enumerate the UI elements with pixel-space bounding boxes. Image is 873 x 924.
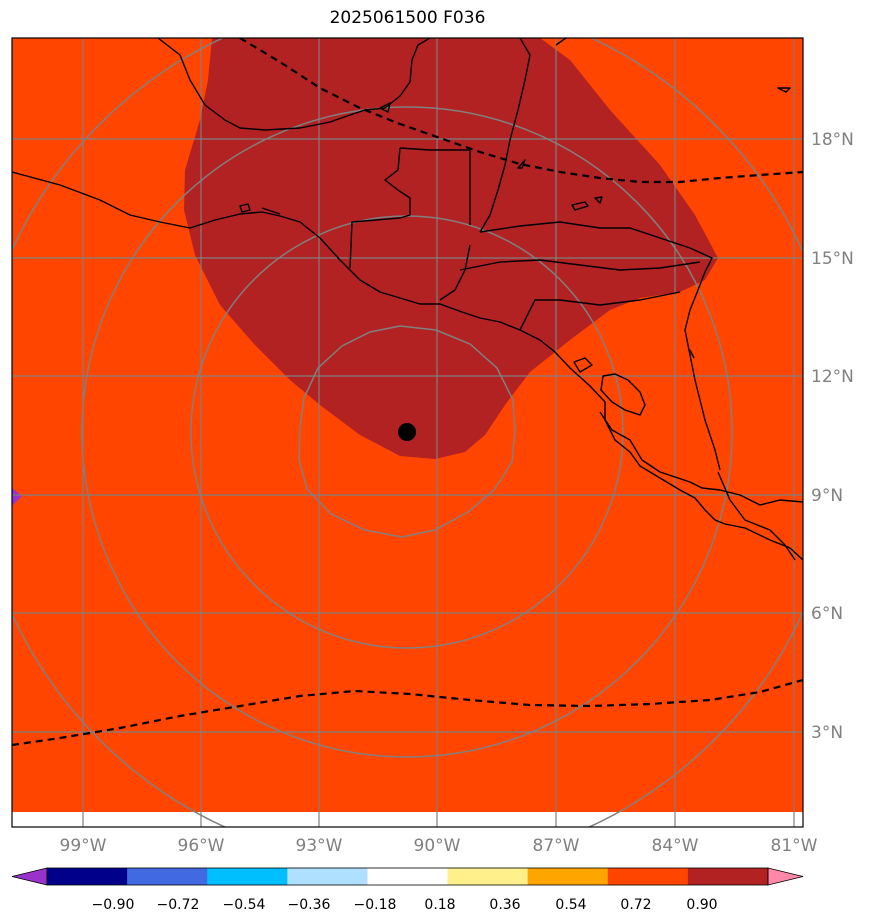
colorbar-tick-label: −0.18	[354, 897, 397, 913]
range-ring-3	[81, 106, 733, 758]
colorbar-segment	[687, 868, 769, 885]
colorbar-segment	[127, 868, 208, 885]
colorbar-extend-high	[767, 867, 804, 886]
lat-label: 3°N	[811, 723, 843, 743]
colorbar-tick-label: −0.36	[288, 897, 331, 913]
lat-label: 6°N	[811, 604, 843, 624]
colorbar-segment	[527, 868, 609, 885]
range-ring-inner	[298, 325, 516, 538]
longitude-labels: 99°W 96°W 93°W 90°W 87°W 84°W 81°W	[60, 836, 818, 856]
storm-center-marker	[398, 423, 416, 441]
map-title: 2025061500 F036	[329, 8, 486, 28]
lat-label: 15°N	[811, 249, 854, 269]
colorbar-segment	[207, 868, 288, 885]
lon-label: 96°W	[178, 836, 225, 856]
colorbar-segment	[47, 868, 128, 885]
latitude-labels: 18°N 15°N 12°N 9°N 6°N 3°N	[811, 130, 854, 743]
lat-label: 12°N	[811, 367, 854, 387]
high-value-region	[184, 38, 718, 459]
colorbar-tick-label: −0.72	[157, 897, 200, 913]
map-frame	[11, 37, 804, 828]
lat-label: 9°N	[811, 486, 843, 506]
colorbar-tick-label: 0.72	[620, 897, 651, 913]
lon-label: 81°W	[771, 836, 818, 856]
colorbar-tick-label: 0.36	[489, 897, 520, 913]
contour-north	[239, 38, 803, 184]
colorbar-tick-label: −0.54	[223, 897, 266, 913]
lat-label: 18°N	[811, 130, 854, 150]
colorbar-segment	[607, 868, 689, 885]
lon-label: 99°W	[60, 836, 107, 856]
lon-label: 93°W	[296, 836, 343, 856]
colorbar-segment	[447, 868, 529, 885]
colorbar-tick-label: −0.90	[92, 897, 135, 913]
lon-label: 87°W	[533, 836, 580, 856]
coastlines	[12, 38, 803, 561]
graticule	[12, 38, 803, 827]
lon-label: 84°W	[652, 836, 699, 856]
colorbar-tick-label: 0.54	[555, 897, 586, 913]
colorbar-extend-low	[11, 867, 48, 886]
low-value-nub	[12, 488, 22, 506]
colorbar-tick-label: 0.90	[686, 897, 717, 913]
colorbar-tick-label: 0.18	[424, 897, 455, 913]
colorbar-labels: −0.90 −0.72 −0.54 −0.36 −0.18 0.18 0.36 …	[92, 897, 718, 913]
dashed-contours	[12, 38, 803, 747]
lon-label: 90°W	[414, 836, 461, 856]
map-nodata-strip	[12, 812, 803, 827]
colorbar-frame	[46, 867, 769, 886]
colorbar-segment	[287, 868, 368, 885]
colorbar-segment	[367, 868, 449, 885]
contour-south	[12, 678, 803, 747]
colorbar	[11, 867, 804, 886]
